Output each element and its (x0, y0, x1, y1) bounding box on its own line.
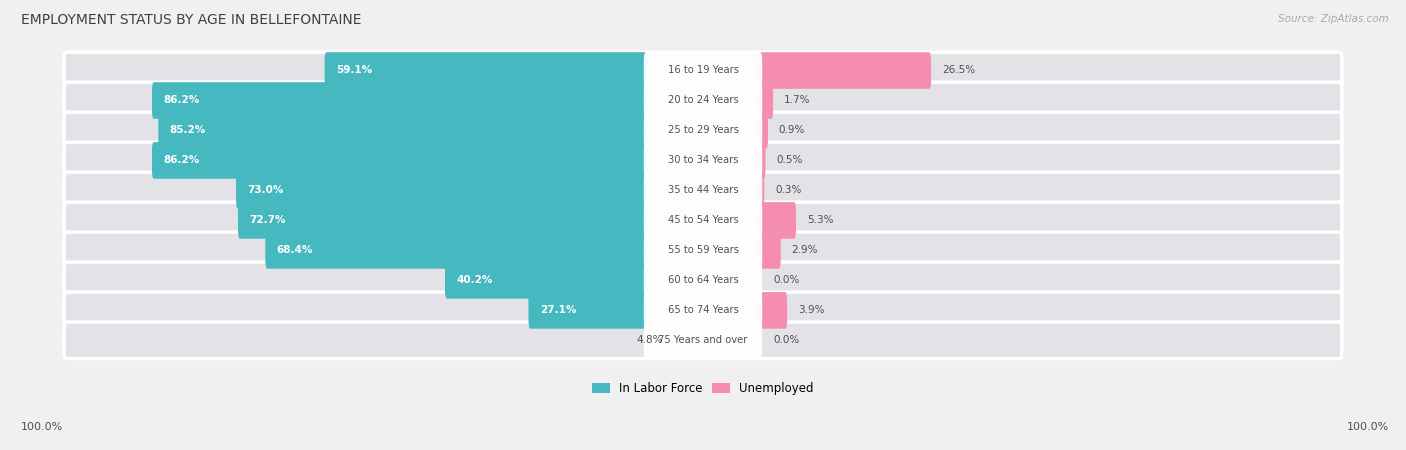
FancyBboxPatch shape (644, 112, 762, 149)
FancyBboxPatch shape (65, 142, 1341, 179)
Text: 0.9%: 0.9% (779, 126, 806, 135)
Text: 0.0%: 0.0% (773, 335, 800, 345)
Text: 73.0%: 73.0% (247, 185, 284, 195)
Text: 3.9%: 3.9% (799, 306, 824, 315)
Text: 0.0%: 0.0% (773, 275, 800, 285)
FancyBboxPatch shape (65, 82, 1341, 119)
Text: 20 to 24 Years: 20 to 24 Years (668, 95, 738, 105)
FancyBboxPatch shape (65, 292, 1341, 328)
Text: 100.0%: 100.0% (21, 422, 63, 432)
Text: 75 Years and over: 75 Years and over (658, 335, 748, 345)
Text: 0.5%: 0.5% (776, 155, 803, 166)
Text: 26.5%: 26.5% (942, 66, 974, 76)
FancyBboxPatch shape (644, 202, 762, 239)
Text: 1.7%: 1.7% (785, 95, 810, 105)
FancyBboxPatch shape (152, 142, 648, 179)
Text: 60 to 64 Years: 60 to 64 Years (668, 275, 738, 285)
FancyBboxPatch shape (159, 112, 648, 149)
Text: 4.8%: 4.8% (637, 335, 662, 345)
FancyBboxPatch shape (758, 172, 763, 209)
Legend: In Labor Force, Unemployed: In Labor Force, Unemployed (588, 378, 818, 400)
FancyBboxPatch shape (644, 292, 762, 328)
FancyBboxPatch shape (65, 52, 1341, 89)
Text: 86.2%: 86.2% (163, 95, 200, 105)
Text: 45 to 54 Years: 45 to 54 Years (668, 216, 738, 225)
FancyBboxPatch shape (758, 142, 765, 179)
Text: 5.3%: 5.3% (807, 216, 834, 225)
FancyBboxPatch shape (446, 262, 648, 299)
Text: 40.2%: 40.2% (457, 275, 494, 285)
FancyBboxPatch shape (236, 172, 648, 209)
Text: 35 to 44 Years: 35 to 44 Years (668, 185, 738, 195)
FancyBboxPatch shape (65, 322, 1341, 359)
FancyBboxPatch shape (644, 262, 762, 299)
FancyBboxPatch shape (758, 112, 768, 149)
FancyBboxPatch shape (644, 142, 762, 179)
Text: 16 to 19 Years: 16 to 19 Years (668, 66, 738, 76)
Text: 68.4%: 68.4% (277, 245, 314, 256)
FancyBboxPatch shape (65, 232, 1341, 269)
Text: 2.9%: 2.9% (792, 245, 818, 256)
FancyBboxPatch shape (65, 262, 1341, 299)
Text: 0.3%: 0.3% (775, 185, 801, 195)
FancyBboxPatch shape (758, 232, 780, 269)
FancyBboxPatch shape (529, 292, 648, 328)
FancyBboxPatch shape (644, 52, 762, 89)
FancyBboxPatch shape (758, 202, 796, 239)
Text: 65 to 74 Years: 65 to 74 Years (668, 306, 738, 315)
FancyBboxPatch shape (238, 202, 648, 239)
FancyBboxPatch shape (152, 82, 648, 119)
FancyBboxPatch shape (644, 322, 762, 359)
Text: 59.1%: 59.1% (336, 66, 373, 76)
Text: 30 to 34 Years: 30 to 34 Years (668, 155, 738, 166)
FancyBboxPatch shape (758, 82, 773, 119)
FancyBboxPatch shape (758, 292, 787, 328)
FancyBboxPatch shape (644, 232, 762, 269)
FancyBboxPatch shape (758, 52, 931, 89)
Text: Source: ZipAtlas.com: Source: ZipAtlas.com (1278, 14, 1389, 23)
FancyBboxPatch shape (65, 202, 1341, 239)
Text: 100.0%: 100.0% (1347, 422, 1389, 432)
FancyBboxPatch shape (266, 232, 648, 269)
Text: EMPLOYMENT STATUS BY AGE IN BELLEFONTAINE: EMPLOYMENT STATUS BY AGE IN BELLEFONTAIN… (21, 14, 361, 27)
Text: 55 to 59 Years: 55 to 59 Years (668, 245, 738, 256)
Text: 27.1%: 27.1% (540, 306, 576, 315)
Text: 86.2%: 86.2% (163, 155, 200, 166)
Text: 72.7%: 72.7% (249, 216, 285, 225)
FancyBboxPatch shape (65, 112, 1341, 149)
FancyBboxPatch shape (644, 172, 762, 209)
Text: 25 to 29 Years: 25 to 29 Years (668, 126, 738, 135)
FancyBboxPatch shape (325, 52, 648, 89)
FancyBboxPatch shape (644, 82, 762, 119)
FancyBboxPatch shape (65, 172, 1341, 209)
Text: 85.2%: 85.2% (170, 126, 207, 135)
